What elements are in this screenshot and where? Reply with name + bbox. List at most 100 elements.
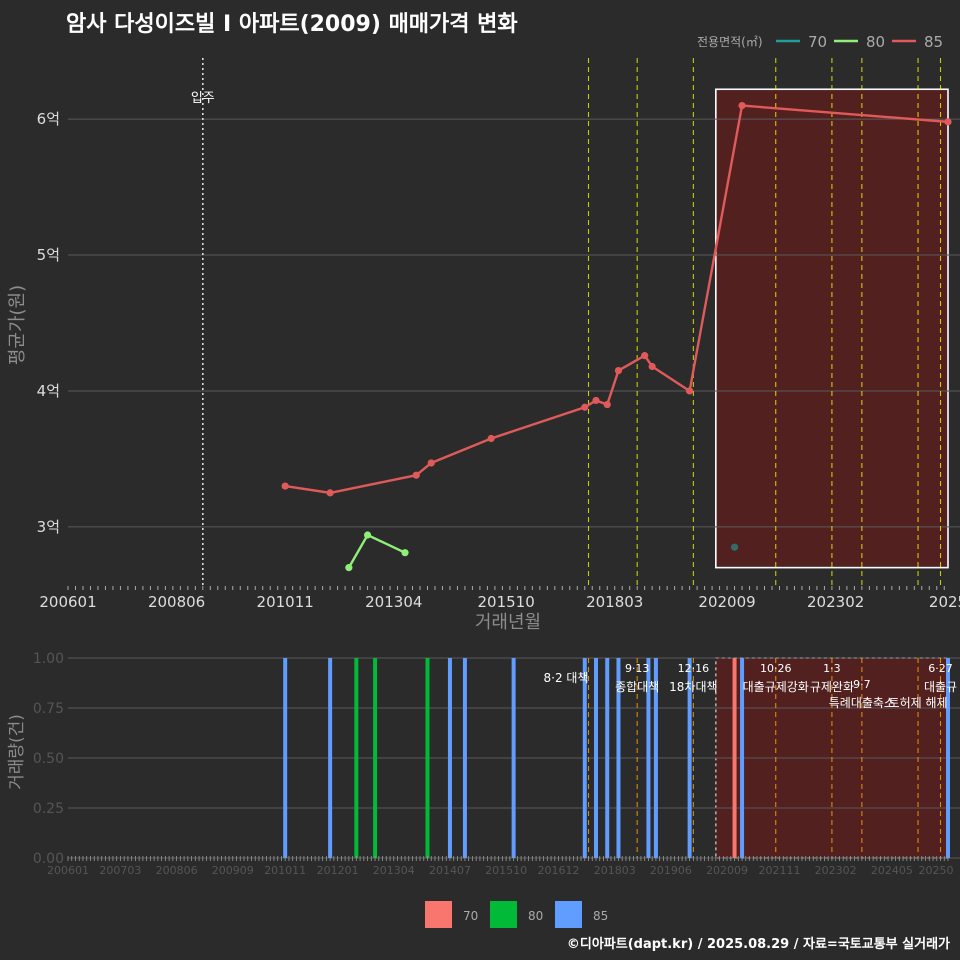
volume-bar-85 xyxy=(582,658,587,858)
volume-y-tick-label: 0.50 xyxy=(33,751,64,767)
volume-y-tick-label: 1.00 xyxy=(33,651,64,667)
policy-label: 8·2 대책 xyxy=(544,670,589,685)
price-x-tick-label: 201304 xyxy=(365,593,422,611)
volume-x-tick-label: 202302 xyxy=(815,864,857,877)
policy-label-date: 6·27 xyxy=(928,662,953,675)
chart-title: 암사 다성이즈빌 I 아파트(2009) 매매가격 변화 xyxy=(66,12,518,37)
price-y-tick-label: 6억 xyxy=(37,110,60,128)
volume-bar-80 xyxy=(354,658,359,858)
volume-bar-85 xyxy=(447,658,452,858)
volume-bar-85 xyxy=(511,658,516,858)
volume-bar-85 xyxy=(946,658,950,858)
volume-x-tick-label: 202111 xyxy=(758,864,800,877)
policy-label-date: 9·7 xyxy=(853,678,871,691)
volume-x-tick-label: 202405 xyxy=(871,864,913,877)
policy-label-text: 대출규제강화 xyxy=(743,680,809,694)
price-point-85 xyxy=(326,489,334,497)
legend-label-85: 85 xyxy=(924,33,943,51)
policy-label-text: 대출규 xyxy=(924,680,957,694)
legend-label-80: 80 xyxy=(866,33,885,51)
volume-bar-70 xyxy=(732,658,737,858)
chart-footer: ©디아파트(dapt.kr) / 2025.08.29 / 자료=국토교통부 실… xyxy=(566,937,950,952)
price-x-tick-label: 2025 xyxy=(929,593,960,611)
volume-x-tick-label: 201510 xyxy=(485,864,527,877)
price-x-tick-label: 200806 xyxy=(148,593,205,611)
price-y-axis-label: 평균가(원) xyxy=(7,285,28,365)
legend-title: 전용면적(㎡) xyxy=(697,35,763,49)
volume-x-tick-label: 201612 xyxy=(538,864,580,877)
price-x-tick-label: 202302 xyxy=(807,593,864,611)
policy-label-text: 토허제 해제 xyxy=(889,696,948,710)
volume-x-tick-label: 201201 xyxy=(317,864,359,877)
volume-bar-85 xyxy=(283,658,288,858)
price-point-85 xyxy=(487,434,495,443)
price-point-85 xyxy=(944,118,952,126)
price-x-tick-label: 200601 xyxy=(39,593,96,611)
volume-x-tick-label: 201906 xyxy=(650,864,692,877)
price-legend: 전용면적(㎡) 70 80 85 xyxy=(697,33,943,51)
policy-label-text: 규제완화 xyxy=(810,680,854,694)
volume-bar-85 xyxy=(646,658,651,858)
volume-bar-85 xyxy=(462,658,467,858)
volume-panel: 0.00 0.25 0.50 0.75 1.00 8·2 대책 9·13 종합대책 12·16 1… xyxy=(7,651,960,928)
volume-x-tick-label: 201011 xyxy=(264,864,306,877)
price-panel: 3억 4억 5억 6억 입주 200601 200806 201011 201304 201510… xyxy=(7,33,960,633)
volume-x-tick-label: 200601 xyxy=(47,864,89,877)
volume-y-tick-label: 0.00 xyxy=(33,851,64,867)
volume-bar-85 xyxy=(687,658,692,858)
volume-bar-80 xyxy=(373,658,378,858)
move-in-label: 입주 xyxy=(191,91,215,106)
policy-label-date: 12·16 xyxy=(678,662,710,675)
price-point-85 xyxy=(603,400,611,409)
legend-label-70: 70 xyxy=(808,33,827,51)
price-point-80 xyxy=(345,564,353,572)
volume-y-tick-label: 0.75 xyxy=(33,701,64,717)
policy-label-date: 10·26 xyxy=(760,662,792,675)
price-point-70 xyxy=(730,543,739,551)
policy-label-text: 18차대책 xyxy=(669,679,717,694)
price-x-tick-label: 202009 xyxy=(698,593,755,611)
price-point-80 xyxy=(363,531,372,539)
price-point-80 xyxy=(401,549,409,557)
volume-x-tick-label: 200806 xyxy=(156,864,198,877)
price-x-axis-label: 거래년월 xyxy=(475,612,541,633)
volume-x-tick-label: 201407 xyxy=(429,864,471,877)
price-x-tick-label: 201803 xyxy=(586,593,643,611)
price-point-85 xyxy=(641,352,649,360)
price-line-80 xyxy=(347,533,406,569)
volume-x-tick-label: 200909 xyxy=(212,864,254,877)
volume-legend-swatch-80 xyxy=(490,901,517,928)
price-x-tick-label: 201510 xyxy=(477,593,534,611)
price-point-85 xyxy=(614,366,623,375)
price-point-85 xyxy=(412,471,420,479)
volume-x-tick-label: 201304 xyxy=(373,864,415,877)
volume-bar-85 xyxy=(328,658,333,858)
policy-label-date: 1·3 xyxy=(823,662,841,675)
price-point-85 xyxy=(592,396,600,405)
volume-bar-85 xyxy=(740,658,745,858)
policy-label-date: 9·13 xyxy=(625,662,650,675)
price-point-85 xyxy=(427,459,435,467)
volume-x-tick-label: 20250 xyxy=(919,864,954,877)
price-y-tick-label: 5억 xyxy=(37,246,60,264)
volume-bar-85 xyxy=(594,658,598,858)
price-y-tick-label: 3억 xyxy=(37,518,60,536)
volume-x-tick-label: 200703 xyxy=(99,864,141,877)
volume-legend-label-85: 85 xyxy=(593,909,608,923)
volume-y-axis-label: 거래량(건) xyxy=(7,714,27,790)
price-y-tick-label: 4억 xyxy=(37,382,60,400)
volume-legend-label-80: 80 xyxy=(528,909,543,923)
volume-legend-label-70: 70 xyxy=(463,909,478,923)
volume-x-tick-label: 201803 xyxy=(594,864,636,877)
volume-bar-80 xyxy=(425,658,430,858)
volume-bar-85 xyxy=(653,658,658,858)
volume-y-tick-label: 0.25 xyxy=(33,801,64,817)
volume-legend: 70 80 85 xyxy=(425,901,608,928)
policy-label-text: 종합대책 xyxy=(615,679,659,694)
price-point-85 xyxy=(648,362,656,371)
price-point-85 xyxy=(738,101,746,110)
volume-bar-85 xyxy=(616,658,621,858)
price-point-85 xyxy=(686,387,694,395)
